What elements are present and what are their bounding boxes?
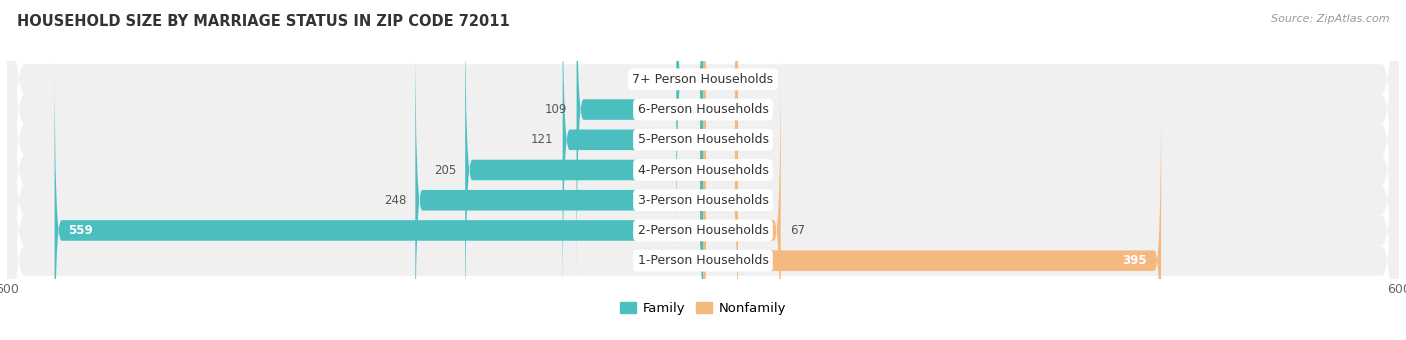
FancyBboxPatch shape: [576, 0, 703, 280]
Text: HOUSEHOLD SIZE BY MARRIAGE STATUS IN ZIP CODE 72011: HOUSEHOLD SIZE BY MARRIAGE STATUS IN ZIP…: [17, 14, 509, 29]
Text: 67: 67: [790, 224, 806, 237]
Text: 7+ Person Households: 7+ Person Households: [633, 73, 773, 86]
FancyBboxPatch shape: [703, 0, 738, 250]
Text: 109: 109: [546, 103, 567, 116]
FancyBboxPatch shape: [465, 0, 703, 340]
FancyBboxPatch shape: [7, 0, 1399, 340]
Text: Source: ZipAtlas.com: Source: ZipAtlas.com: [1271, 14, 1389, 23]
Text: 0: 0: [747, 133, 755, 146]
FancyBboxPatch shape: [676, 0, 703, 250]
Text: 4-Person Households: 4-Person Households: [637, 164, 769, 176]
Text: 23: 23: [652, 73, 666, 86]
Text: 0: 0: [747, 103, 755, 116]
Text: 0: 0: [747, 164, 755, 176]
Text: 121: 121: [531, 133, 554, 146]
FancyBboxPatch shape: [7, 0, 1399, 340]
FancyBboxPatch shape: [7, 0, 1399, 340]
FancyBboxPatch shape: [703, 90, 1161, 340]
FancyBboxPatch shape: [7, 0, 1399, 340]
FancyBboxPatch shape: [562, 0, 703, 311]
Text: 2-Person Households: 2-Person Households: [637, 224, 769, 237]
Text: 5-Person Households: 5-Person Households: [637, 133, 769, 146]
Text: 1-Person Households: 1-Person Households: [637, 254, 769, 267]
FancyBboxPatch shape: [703, 0, 738, 280]
Text: 3-Person Households: 3-Person Households: [637, 194, 769, 207]
Text: 6-Person Households: 6-Person Households: [637, 103, 769, 116]
FancyBboxPatch shape: [703, 0, 738, 311]
FancyBboxPatch shape: [7, 0, 1399, 340]
Text: 205: 205: [433, 164, 456, 176]
FancyBboxPatch shape: [55, 59, 703, 340]
Text: 395: 395: [1122, 254, 1147, 267]
FancyBboxPatch shape: [7, 0, 1399, 340]
Text: 0: 0: [747, 73, 755, 86]
FancyBboxPatch shape: [7, 0, 1399, 340]
FancyBboxPatch shape: [703, 59, 780, 340]
FancyBboxPatch shape: [415, 29, 703, 340]
Text: 248: 248: [384, 194, 406, 207]
Text: 559: 559: [69, 224, 93, 237]
FancyBboxPatch shape: [703, 29, 738, 340]
Text: 0: 0: [747, 194, 755, 207]
FancyBboxPatch shape: [703, 0, 738, 340]
Legend: Family, Nonfamily: Family, Nonfamily: [614, 296, 792, 320]
